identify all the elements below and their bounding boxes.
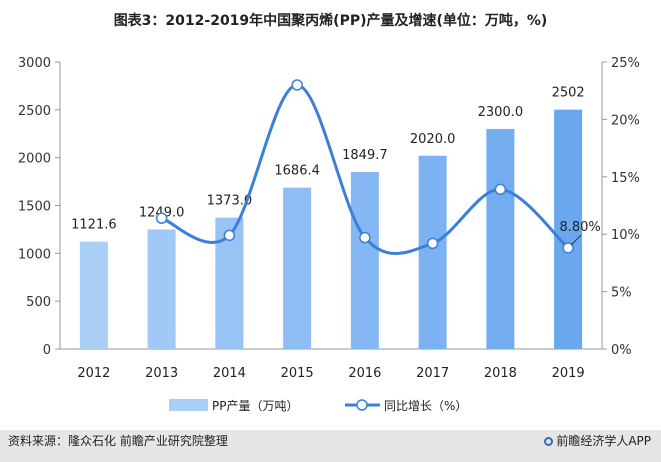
bar-value-label: 2020.0 — [410, 132, 456, 147]
bar-2018 — [486, 128, 515, 349]
right-y-tick-label: 25% — [611, 56, 640, 71]
left-y-tick-label: 1500 — [18, 200, 51, 215]
bar-value-label: 2300.0 — [478, 105, 524, 120]
bar-2012 — [79, 241, 108, 349]
growth-point-2017 — [426, 237, 439, 250]
brand-name: 前瞻经济学人APP — [556, 434, 651, 448]
annotation-label: 8.80% — [559, 220, 600, 235]
chart-title: 图表3：2012-2019年中国聚丙烯(PP)产量及增速(单位：万吨，%) — [113, 13, 548, 29]
growth-point-2014 — [223, 229, 236, 242]
left-y-tick-label: 2500 — [18, 104, 51, 119]
x-tick-label: 2015 — [281, 366, 314, 381]
right-y-tick-label: 10% — [611, 228, 640, 243]
legend-bar-label: PP产量（万吨） — [212, 399, 298, 413]
left-y-tick-label: 0 — [43, 343, 51, 358]
bar-value-label: 1686.4 — [274, 164, 320, 179]
annotation-leader-line — [570, 234, 582, 246]
bar-value-label: 1373.0 — [207, 194, 253, 209]
bar-value-label: 2502 — [552, 86, 585, 101]
bar-value-label: 1849.7 — [342, 148, 388, 163]
left-y-tick-label: 2000 — [18, 152, 51, 167]
right-y-tick-label: 0% — [611, 343, 632, 358]
x-tick-label: 2017 — [416, 366, 449, 381]
legend-bar-swatch — [169, 399, 208, 411]
left-y-tick-label: 3000 — [18, 56, 51, 71]
growth-point-2016 — [359, 231, 371, 244]
growth-point-2013 — [155, 212, 168, 224]
x-tick-label: 2016 — [348, 366, 381, 381]
bar-2015 — [283, 187, 312, 349]
bar-value-label: 1121.6 — [71, 218, 117, 233]
legend-line-label: 同比增长（%） — [384, 399, 467, 413]
bar-2017 — [418, 155, 447, 349]
x-tick-label: 2013 — [145, 366, 178, 381]
growth-point-2019 — [562, 242, 574, 254]
footer-bar: 资料来源：隆众石化 前瞻产业研究院整理 前瞻经济学人APP — [0, 430, 661, 462]
growth-point-2018 — [494, 183, 507, 196]
bar-2019 — [554, 109, 583, 349]
x-tick-label: 2012 — [77, 366, 110, 381]
x-tick-label: 2018 — [484, 366, 517, 381]
qianzhan-logo-icon — [544, 437, 554, 446]
x-tick-label: 2019 — [552, 366, 585, 381]
legend-line-marker — [356, 399, 368, 411]
source-note: 资料来源：隆众石化 前瞻产业研究院整理 — [8, 434, 228, 448]
right-y-tick-label: 15% — [611, 171, 640, 186]
bar-2016 — [350, 172, 379, 349]
chart-plot: 0 500 1000 1500 2000 2500 3000 0% 5% 10% 15% 20% 25%… — [18, 56, 640, 413]
left-y-tick-label: 1000 — [18, 247, 51, 262]
x-tick-label: 2014 — [213, 366, 246, 381]
right-y-tick-label: 5% — [611, 286, 632, 301]
right-y-tick-label: 20% — [611, 113, 640, 128]
bar-2013 — [147, 229, 176, 349]
growth-point-2015 — [291, 79, 303, 91]
brand-credit: 前瞻经济学人APP — [544, 432, 651, 449]
left-y-tick-label: 500 — [26, 295, 51, 310]
